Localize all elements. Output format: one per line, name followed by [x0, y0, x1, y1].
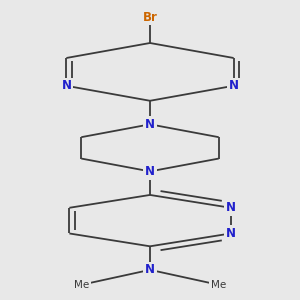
- Text: Br: Br: [142, 11, 158, 24]
- Text: N: N: [61, 79, 71, 92]
- Text: N: N: [145, 118, 155, 131]
- Text: Me: Me: [211, 280, 226, 290]
- Text: N: N: [226, 201, 236, 214]
- Text: Me: Me: [74, 280, 89, 290]
- Text: N: N: [229, 79, 238, 92]
- Text: N: N: [145, 263, 155, 276]
- Text: N: N: [145, 165, 155, 178]
- Text: N: N: [226, 227, 236, 240]
